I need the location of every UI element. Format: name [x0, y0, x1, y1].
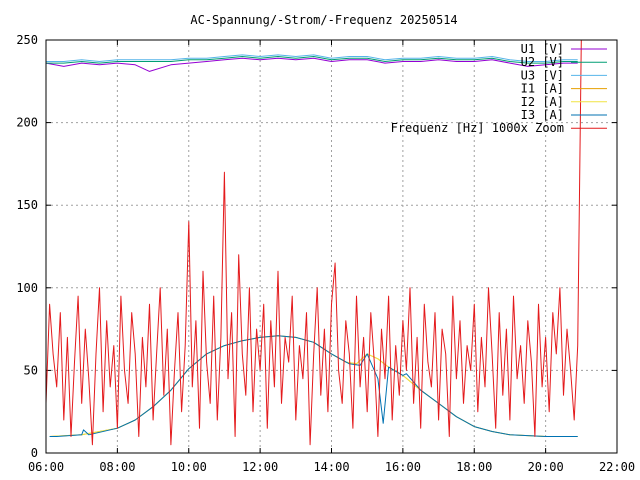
legend-label: I1 [A] — [521, 82, 564, 96]
y-axis-ticks: 0 50 100 150 200 250 — [16, 33, 617, 460]
series-line-7 — [45, 39, 582, 446]
series-line-2 — [46, 56, 578, 64]
y-tick-label: 150 — [16, 198, 38, 212]
legend-label: I2 [A] — [521, 95, 564, 109]
x-tick-label: 16:00 — [385, 460, 421, 474]
y-tick-label: 250 — [16, 33, 38, 47]
legend: U1 [V]U2 [V]U3 [V]I1 [A]I2 [A]I3 [A]Freq… — [391, 42, 607, 135]
series-line-6 — [49, 335, 578, 437]
x-tick-label: 20:00 — [528, 460, 564, 474]
x-tick-label: 18:00 — [456, 460, 492, 474]
y-tick-label: 200 — [16, 116, 38, 130]
x-tick-label: 22:00 — [599, 460, 635, 474]
series-line-1 — [45, 57, 578, 72]
legend-label: U3 [V] — [521, 68, 564, 82]
plot-frame — [45, 39, 618, 454]
x-tick-label: 10:00 — [171, 460, 207, 474]
chart-title: AC-Spannung/-Strom/-Frequenz 20250514 — [190, 13, 457, 27]
y-tick-label: 0 — [31, 446, 38, 460]
series-line-3 — [46, 54, 578, 62]
x-tick-label: 06:00 — [28, 460, 64, 474]
legend-label: I3 [A] — [521, 108, 564, 122]
legend-label: U2 [V] — [521, 55, 564, 69]
series-lines — [45, 39, 582, 446]
x-tick-label: 14:00 — [313, 460, 349, 474]
legend-label: U1 [V] — [521, 42, 564, 56]
x-tick-label: 12:00 — [242, 460, 278, 474]
legend-label: Frequenz [Hz] 1000x Zoom — [391, 121, 564, 135]
y-tick-label: 100 — [16, 281, 38, 295]
x-axis-ticks: 06:00 08:00 10:00 12:00 14:00 16:00 18:00 20:00… — [28, 40, 635, 474]
x-tick-label: 08:00 — [99, 460, 135, 474]
y-tick-label: 50 — [24, 363, 38, 377]
